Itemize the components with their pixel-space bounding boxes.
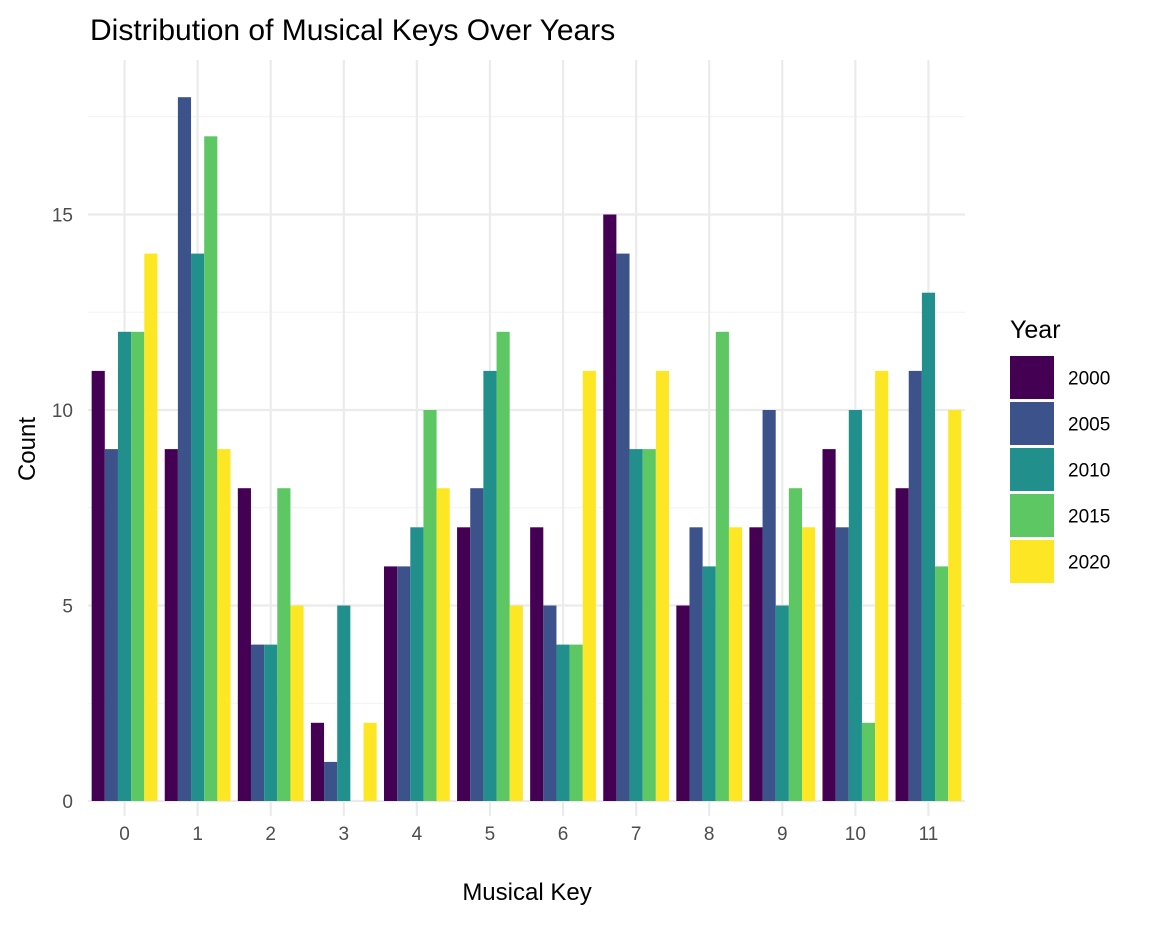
x-tick-label: 10 (845, 824, 866, 845)
bar-key-2-2020 (290, 605, 304, 801)
bar-key-0-2005 (104, 449, 118, 801)
bar-key-6-2010 (556, 644, 570, 801)
chart-title: Distribution of Musical Keys Over Years (90, 14, 615, 47)
y-tick-label: 10 (52, 401, 73, 422)
x-tick-label: 5 (485, 824, 496, 845)
bar-key-7-2015 (642, 449, 656, 801)
bar-key-10-2015 (861, 722, 876, 801)
bar-key-6-2000 (530, 527, 544, 801)
bar-key-4-2010 (410, 527, 424, 801)
x-tick-label: 4 (412, 824, 423, 845)
bar-key-5-2015 (496, 331, 510, 801)
bar-key-3-2000 (310, 722, 325, 801)
bar-key-4-2015 (423, 410, 437, 801)
bar-key-4-2000 (383, 566, 398, 801)
bar-key-6-2015 (569, 644, 583, 801)
legend-label-2005: 2005 (1068, 415, 1110, 436)
bar-key-0-2000 (91, 370, 105, 801)
bar-key-4-2005 (397, 566, 411, 801)
x-tick-label: 6 (558, 824, 569, 845)
bars (91, 97, 962, 802)
bar-key-0-2015 (131, 331, 145, 801)
bar-key-10-2005 (835, 527, 849, 801)
legend-items: 2000 2005 2010 2015 2020 (1010, 356, 1110, 583)
legend-key-2020 (1010, 540, 1054, 583)
bar-key-6-2020 (582, 370, 596, 801)
bar-key-2-2000 (237, 488, 251, 801)
bar-key-5-2005 (470, 488, 484, 801)
bar-key-9-2015 (788, 488, 803, 801)
bar-key-11-2000 (895, 488, 909, 801)
bar-key-9-2005 (762, 410, 776, 801)
legend-label-2010: 2010 (1068, 461, 1110, 482)
y-tick-label: 15 (52, 206, 73, 227)
bar-key-3-2020 (363, 722, 377, 801)
bar-key-6-2005 (543, 605, 557, 801)
legend-label-2020: 2020 (1068, 553, 1110, 574)
bar-key-2-2015 (277, 488, 291, 801)
bar-key-7-2000 (603, 214, 617, 801)
x-tick-label: 2 (265, 824, 276, 845)
legend-title: Year (1010, 316, 1061, 344)
bar-key-7-2010 (629, 449, 643, 801)
legend-key-2000 (1010, 356, 1054, 399)
bar-key-11-2010 (921, 292, 936, 801)
x-tick-label: 7 (631, 824, 642, 845)
bar-key-8-2005 (689, 527, 703, 801)
x-axis-ticks: 0 1 2 3 4 5 6 7 8 9 10 11 (119, 824, 938, 845)
bar-key-5-2010 (483, 370, 497, 801)
bar-key-8-2000 (676, 605, 690, 801)
bar-key-11-2015 (935, 566, 949, 801)
bar-key-5-2020 (509, 605, 523, 801)
legend-label-2015: 2015 (1068, 507, 1110, 528)
bar-key-1-2020 (217, 449, 231, 801)
bar-key-8-2010 (702, 566, 716, 801)
bar-key-2-2005 (250, 644, 265, 801)
legend-label-2000: 2000 (1068, 369, 1110, 390)
y-axis-ticks: 0 5 10 15 (52, 206, 73, 814)
legend-key-2015 (1010, 494, 1054, 537)
bar-key-10-2010 (848, 410, 862, 801)
x-tick-label: 11 (919, 824, 939, 845)
bar-key-7-2005 (616, 253, 630, 802)
bar-key-1-2005 (177, 97, 192, 801)
bar-key-9-2000 (749, 527, 763, 801)
x-tick-label: 1 (192, 824, 203, 845)
legend: Year 2000 2005 2010 2015 2020 (1010, 316, 1110, 583)
y-axis-title: Count (14, 417, 41, 481)
bar-key-7-2020 (655, 370, 670, 801)
y-tick-label: 5 (62, 597, 73, 618)
legend-key-2010 (1010, 448, 1054, 491)
bar-key-9-2010 (775, 605, 789, 801)
bar-key-2-2010 (264, 644, 278, 801)
legend-key-2005 (1010, 402, 1054, 445)
bar-key-10-2000 (822, 449, 836, 801)
bar-key-5-2000 (457, 527, 471, 801)
bar-key-8-2015 (715, 331, 729, 801)
bar-key-1-2000 (164, 449, 178, 801)
y-tick-label: 0 (62, 792, 73, 813)
bar-key-3-2005 (324, 761, 338, 801)
bar-key-10-2020 (875, 370, 889, 801)
bar-key-0-2010 (117, 331, 132, 801)
bar-key-1-2010 (191, 253, 205, 802)
bar-key-1-2015 (204, 136, 218, 802)
x-tick-label: 9 (777, 824, 788, 845)
bar-key-11-2005 (908, 370, 922, 801)
bar-key-3-2010 (337, 605, 351, 801)
bar-key-4-2020 (436, 488, 450, 801)
bar-key-8-2020 (728, 527, 743, 801)
bar-key-11-2020 (948, 410, 962, 801)
x-tick-label: 0 (119, 824, 130, 845)
bar-key-9-2020 (802, 527, 816, 801)
x-tick-label: 8 (704, 824, 715, 845)
bar-key-0-2020 (144, 253, 158, 802)
x-tick-label: 3 (339, 824, 350, 845)
x-axis-title: Musical Key (462, 879, 591, 906)
